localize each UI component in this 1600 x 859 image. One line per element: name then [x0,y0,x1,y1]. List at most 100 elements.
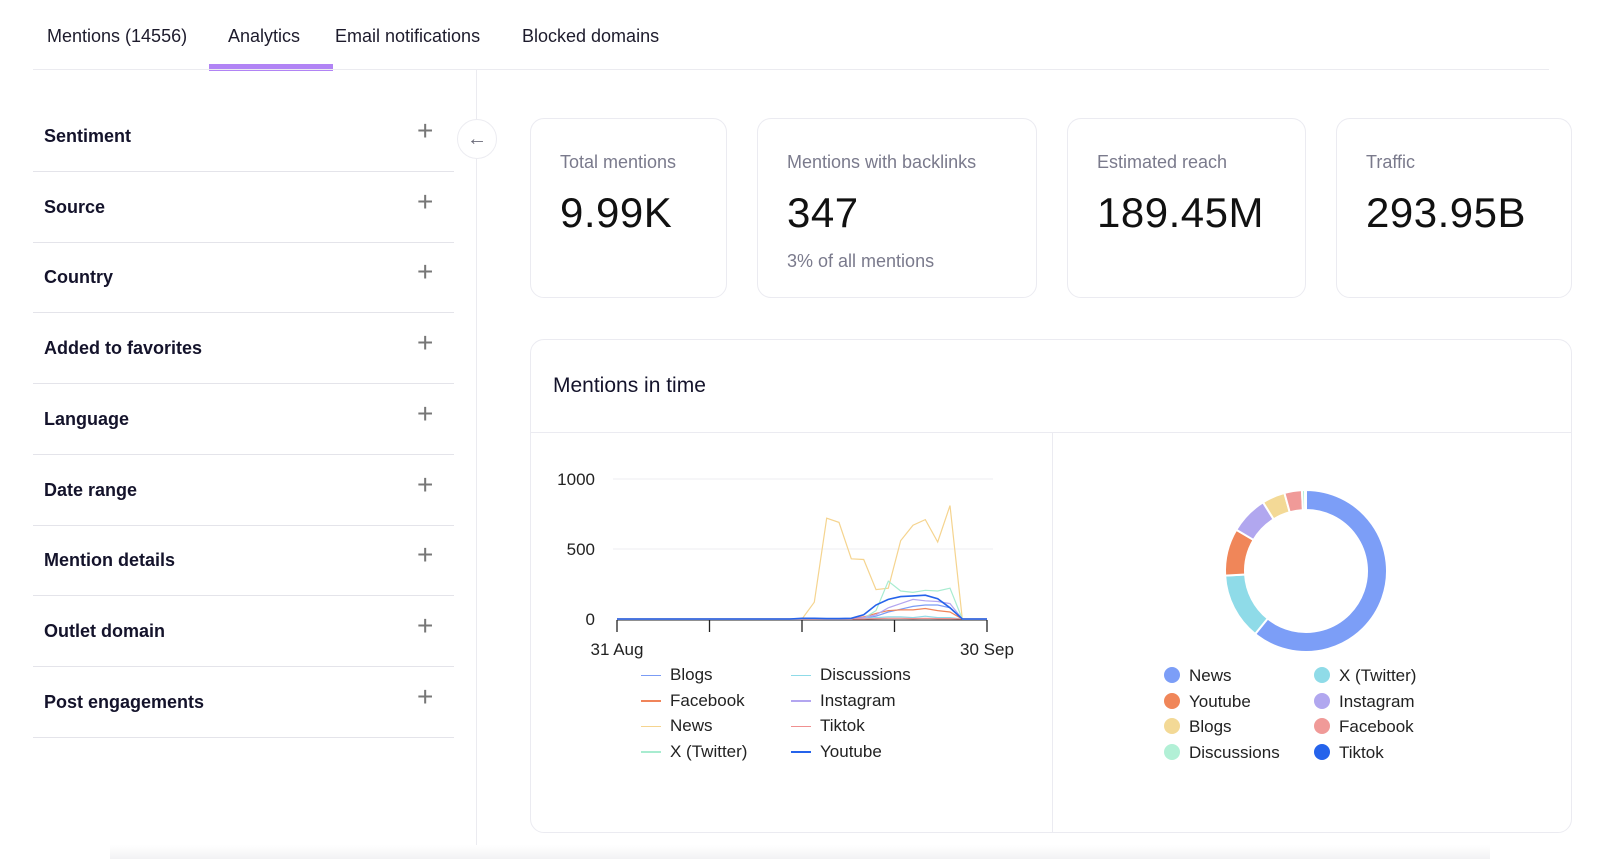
tab-email-notifications[interactable]: Email notifications [335,26,481,46]
y-tick-label: 500 [567,540,595,559]
legend-swatch [791,725,811,728]
legend-dot [1164,692,1180,709]
legend-label: News [670,716,713,735]
legend-item[interactable]: Discussions [791,665,911,685]
y-tick-label: 1000 [557,470,595,489]
legend-item[interactable]: X (Twitter) [1314,666,1416,686]
legend-swatch [641,725,661,728]
mentions-in-time-card: Mentions in time 0 500 1000 31 Aug 30 Sep Bl… [530,339,1572,833]
line-chart: 0 500 1000 31 Aug 30 Sep [557,470,1014,659]
filter-label: Post engagements [44,691,205,712]
filter-date-range[interactable]: Date range + [33,455,454,526]
filter-language[interactable]: Language + [33,384,454,455]
filter-label: Added to favorites [44,338,203,359]
legend-item[interactable]: X (Twitter) [641,742,747,762]
scroll-shadow [110,845,1490,859]
legend-item[interactable]: Youtube [1164,692,1251,712]
legend-item[interactable]: News [641,716,713,736]
filter-sentiment[interactable]: Sentiment + [33,101,454,172]
plus-icon[interactable]: + [417,539,434,571]
legend-label: X (Twitter) [1339,666,1417,685]
donut-slice-tiktok[interactable] [1303,489,1307,512]
filter-source[interactable]: Source + [33,172,454,243]
stat-title: Mentions with backlinks [787,152,977,172]
legend-dot [1314,667,1330,683]
filter-added-to-favorites[interactable]: Added to favorites + [33,313,454,385]
donut-slice-x-twitter-[interactable] [1224,573,1269,636]
legend-item[interactable]: Instagram [791,691,896,711]
legend-item[interactable]: Tiktok [791,716,865,736]
filter-label: Source [44,196,106,217]
legend-swatch [641,674,661,677]
legend-swatch [791,674,811,677]
divider [1052,433,1053,833]
stat-value: 293.95B [1366,189,1526,236]
filter-label: Outlet domain [44,620,165,641]
legend-item[interactable]: Facebook [641,691,745,711]
filter-label: Country [44,267,113,288]
legend-item[interactable]: Instagram [1314,692,1415,712]
donut-slice-news[interactable] [1254,489,1388,653]
legend-label: Blogs [1189,717,1232,736]
legend-item[interactable]: Blogs [641,665,713,685]
legend-item[interactable]: Blogs [1164,717,1232,737]
series-line-youtube [617,594,987,620]
legend-dot [1164,667,1180,683]
legend-label: Tiktok [820,716,865,735]
legend-swatch [641,751,661,753]
filter-label: Language [44,408,130,429]
legend-item[interactable]: Facebook [1314,717,1414,737]
filter-post-engagements[interactable]: Post engagements + [33,667,454,738]
filter-label: Mention details [44,550,176,571]
filter-outlet-domain[interactable]: Outlet domain + [33,596,454,667]
tab-blocked-domains[interactable]: Blocked domains [522,26,660,46]
legend-label: News [1189,666,1232,685]
legend-label: Discussions [820,665,911,684]
chart-section-title: Mentions in time [553,374,706,397]
legend-label: Blogs [670,665,713,684]
stat-value: 9.99K [560,189,673,236]
collapse-sidebar-button[interactable]: ← [457,119,497,159]
legend-dot [1314,743,1330,760]
legend-item[interactable]: News [1164,666,1232,686]
stat-value: 347 [787,189,859,236]
divider [531,432,1571,433]
plus-icon[interactable]: + [417,115,434,146]
plus-icon[interactable]: + [417,256,434,288]
active-tab-indicator [209,64,333,71]
plus-icon[interactable]: + [417,680,434,712]
donut-chart [1224,489,1388,653]
y-tick-label: 0 [586,610,595,629]
legend-swatch [791,751,811,753]
legend-swatch [641,700,661,702]
tab-mentions[interactable]: Mentions (14556) [47,26,188,46]
stat-title: Traffic [1366,152,1416,172]
stat-subtitle: 3% of all mentions [787,251,935,271]
stat-card-backlinks: Mentions with backlinks 347 3% of all me… [757,118,1037,298]
stat-title: Total mentions [560,152,677,172]
legend-dot [1164,743,1180,760]
legend-swatch [791,700,811,702]
plus-icon[interactable]: + [417,609,434,641]
x-tick-label: 30 Sep [960,640,1014,659]
series-line-x-twitter- [617,580,987,620]
plus-icon[interactable]: + [417,468,434,500]
stat-title: Estimated reach [1097,152,1228,172]
plus-icon[interactable]: + [417,397,434,429]
legend-item[interactable]: Discussions [1164,743,1280,763]
stat-card-estimated-reach: Estimated reach 189.45M [1067,118,1306,298]
tab-analytics[interactable]: Analytics [228,26,301,46]
legend-item[interactable]: Tiktok [1314,743,1384,763]
legend-label: Discussions [1189,742,1280,762]
stat-value: 189.45M [1097,189,1264,236]
plus-icon[interactable]: + [417,185,434,217]
legend-item[interactable]: Youtube [791,742,882,762]
legend-label: X (Twitter) [670,741,748,761]
filter-mention-details[interactable]: Mention details + [33,525,454,597]
filter-label: Date range [44,479,138,500]
legend-label: Instagram [1339,691,1415,711]
filter-country[interactable]: Country + [33,242,454,314]
plus-icon[interactable]: + [417,327,434,359]
legend-label: Youtube [820,741,882,761]
legend-label: Instagram [820,690,896,710]
